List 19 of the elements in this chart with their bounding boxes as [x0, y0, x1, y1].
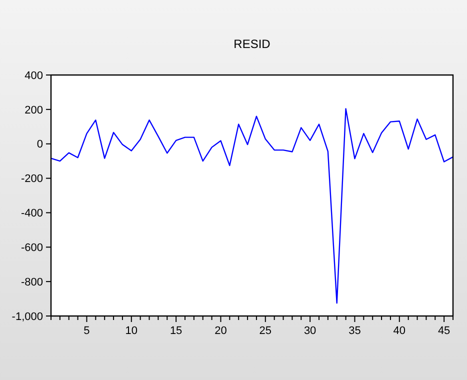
y-tick-label: -200	[20, 173, 43, 186]
x-tick-label: 5	[84, 325, 90, 337]
x-tick-label: 35	[348, 325, 361, 337]
x-tick-label: 20	[214, 325, 227, 337]
x-tick-label: 45	[438, 325, 450, 337]
y-tick-label: -600	[20, 242, 43, 254]
y-tick-label: 400	[24, 70, 43, 82]
x-tick-label: 25	[259, 325, 272, 337]
x-tick-label: 40	[393, 325, 406, 337]
y-tick-label: 200	[24, 104, 43, 116]
chart-title: RESID	[234, 37, 271, 51]
x-tick-label: 15	[170, 325, 182, 337]
y-tick-label: -1,000	[12, 310, 43, 323]
y-tick-label: -800	[20, 276, 43, 288]
x-tick-label: 10	[125, 325, 138, 337]
y-tick-label: 0	[36, 138, 43, 151]
x-tick-label: 30	[304, 325, 316, 337]
y-tick-label: -400	[20, 208, 43, 220]
line-series	[50, 108, 454, 304]
